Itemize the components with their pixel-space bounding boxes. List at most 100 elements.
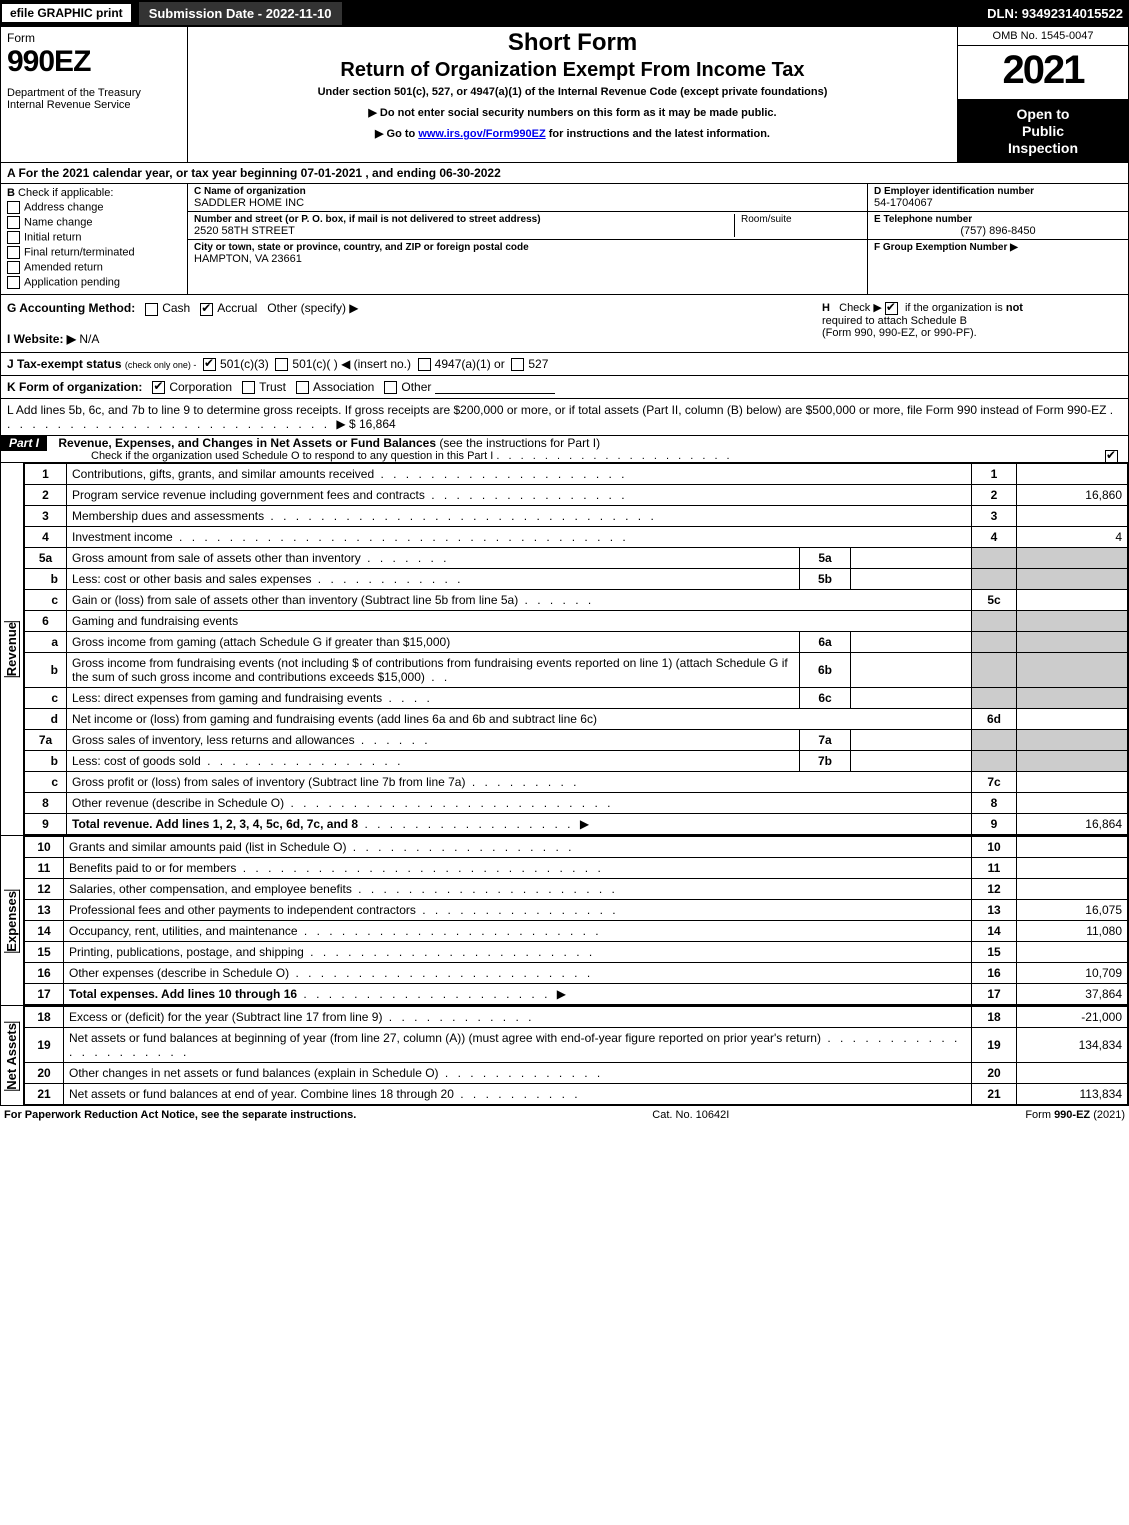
checkbox-cash[interactable] xyxy=(145,303,158,316)
section-bcd: B Check if applicable: Address change Na… xyxy=(1,184,1128,295)
opt-527: 527 xyxy=(528,357,548,371)
line19-amt: 134,834 xyxy=(1017,1028,1128,1063)
line6c-midamt xyxy=(851,688,972,709)
revenue-table: 1Contributions, gifts, grants, and simil… xyxy=(24,463,1128,835)
net-assets-section: Net Assets 18Excess or (deficit) for the… xyxy=(1,1006,1128,1105)
form-ref-num: 990-EZ xyxy=(1054,1109,1090,1121)
line2-desc: Program service revenue including govern… xyxy=(72,488,425,502)
j-label: J Tax-exempt status xyxy=(7,357,122,371)
opt-association: Association xyxy=(313,380,374,394)
checkbox-trust[interactable] xyxy=(242,381,255,394)
goto-prefix: ▶ Go to xyxy=(375,128,418,140)
irs-label: Internal Revenue Service xyxy=(7,99,181,111)
net-assets-table: 18Excess or (deficit) for the year (Subt… xyxy=(24,1006,1128,1105)
row-l-gross-receipts: L Add lines 5b, 6c, and 7b to line 9 to … xyxy=(1,399,1128,436)
final-return-label: Final return/terminated xyxy=(24,247,135,259)
ein-label: D Employer identification number xyxy=(874,186,1122,197)
line-5b: bLess: cost or other basis and sales exp… xyxy=(25,569,1128,590)
line-a-calendar-year: A For the 2021 calendar year, or tax yea… xyxy=(1,163,1128,184)
form-ref-post: (2021) xyxy=(1090,1109,1125,1121)
line-6d: dNet income or (loss) from gaming and fu… xyxy=(25,709,1128,730)
line6b-midamt xyxy=(851,653,972,688)
checkbox-schedule-o-used[interactable] xyxy=(1105,450,1118,463)
checkbox-initial-return[interactable] xyxy=(7,231,20,244)
dln-number: DLN: 93492314015522 xyxy=(987,6,1129,21)
other-org-input[interactable] xyxy=(435,393,555,394)
l-text: L Add lines 5b, 6c, and 7b to line 9 to … xyxy=(7,403,1106,417)
opt-4947: 4947(a)(1) or xyxy=(435,357,505,371)
ssn-warning: ▶ Do not enter social security numbers o… xyxy=(198,106,947,119)
room-suite-label: Room/suite xyxy=(734,214,861,237)
line11-amt xyxy=(1017,858,1128,879)
website-value: N/A xyxy=(79,332,99,346)
line9-desc: Total revenue. Add lines 1, 2, 3, 4, 5c,… xyxy=(72,817,358,831)
line13-amt: 16,075 xyxy=(1017,900,1128,921)
line-6: 6Gaming and fundraising events xyxy=(25,611,1128,632)
line12-desc: Salaries, other compensation, and employ… xyxy=(69,882,352,896)
line8-amt xyxy=(1017,793,1128,814)
line3-amt xyxy=(1017,506,1128,527)
line6c-desc: Less: direct expenses from gaming and fu… xyxy=(72,691,382,705)
efile-print-button[interactable]: efile GRAPHIC print xyxy=(0,2,133,24)
org-name-label: C Name of organization xyxy=(194,186,861,197)
line9-amt: 16,864 xyxy=(1017,814,1128,835)
short-form-title: Short Form xyxy=(198,29,947,57)
line-7a: 7aGross sales of inventory, less returns… xyxy=(25,730,1128,751)
opt-trust: Trust xyxy=(259,380,286,394)
line6a-midamt xyxy=(851,632,972,653)
k-label: K Form of organization: xyxy=(7,380,142,394)
line7b-desc: Less: cost of goods sold xyxy=(72,754,201,768)
irs-link[interactable]: www.irs.gov/Form990EZ xyxy=(418,128,545,140)
checkbox-amended-return[interactable] xyxy=(7,261,20,274)
line-12: 12Salaries, other compensation, and empl… xyxy=(25,879,1128,900)
h-text4: (Form 990, 990-EZ, or 990-PF). xyxy=(822,327,977,339)
line7b-midamt xyxy=(851,751,972,772)
checkbox-application-pending[interactable] xyxy=(7,276,20,289)
phone-label: E Telephone number xyxy=(874,214,1122,225)
line-21: 21Net assets or fund balances at end of … xyxy=(25,1084,1128,1105)
checkbox-501c[interactable] xyxy=(275,358,288,371)
checkbox-other-org[interactable] xyxy=(384,381,397,394)
line15-desc: Printing, publications, postage, and shi… xyxy=(69,945,304,959)
checkbox-schedule-b-not-required[interactable] xyxy=(885,302,898,315)
column-c-org-info: C Name of organization SADDLER HOME INC … xyxy=(188,184,868,294)
checkbox-accrual[interactable] xyxy=(200,303,213,316)
line1-desc: Contributions, gifts, grants, and simila… xyxy=(72,467,374,481)
line-20: 20Other changes in net assets or fund ba… xyxy=(25,1063,1128,1084)
checkbox-name-change[interactable] xyxy=(7,216,20,229)
checkbox-address-change[interactable] xyxy=(7,201,20,214)
line17-amt: 37,864 xyxy=(1017,984,1128,1005)
omb-number: OMB No. 1545-0047 xyxy=(958,27,1128,46)
ein-value: 54-1704067 xyxy=(874,197,1122,209)
netassets-vertical-label: Net Assets xyxy=(4,1022,20,1091)
application-pending-label: Application pending xyxy=(24,277,120,289)
checkbox-4947[interactable] xyxy=(418,358,431,371)
h-not: not xyxy=(1006,302,1023,314)
row-g-h: G Accounting Method: Cash Accrual Other … xyxy=(1,295,1128,352)
h-text3: required to attach Schedule B xyxy=(822,315,967,327)
checkbox-501c3[interactable] xyxy=(203,358,216,371)
checkbox-527[interactable] xyxy=(511,358,524,371)
opt-corporation: Corporation xyxy=(169,380,232,394)
checkbox-final-return[interactable] xyxy=(7,246,20,259)
group-exemption-label: F Group Exemption Number ▶ xyxy=(874,242,1122,253)
row-k-org-form: K Form of organization: Corporation Trus… xyxy=(1,376,1128,399)
row-j-tax-exempt: J Tax-exempt status (check only one) - 5… xyxy=(1,353,1128,376)
checkbox-association[interactable] xyxy=(296,381,309,394)
h-label: H xyxy=(822,302,830,314)
form-number: 990EZ xyxy=(7,45,181,79)
line-7b: bLess: cost of goods sold . . . . . . . … xyxy=(25,751,1128,772)
goto-suffix: for instructions and the latest informat… xyxy=(549,128,770,140)
line6d-desc: Net income or (loss) from gaming and fun… xyxy=(67,709,972,730)
line-10: 10Grants and similar amounts paid (list … xyxy=(25,837,1128,858)
line4-amt: 4 xyxy=(1017,527,1128,548)
open-line2: Public xyxy=(962,123,1124,140)
line21-amt: 113,834 xyxy=(1017,1084,1128,1105)
line-15: 15Printing, publications, postage, and s… xyxy=(25,942,1128,963)
checkbox-corporation[interactable] xyxy=(152,381,165,394)
revenue-vertical-label: Revenue xyxy=(4,621,20,677)
j-sub: (check only one) - xyxy=(125,360,197,370)
line-5a: 5aGross amount from sale of assets other… xyxy=(25,548,1128,569)
form-label: Form xyxy=(7,31,181,45)
column-b-checkboxes: B Check if applicable: Address change Na… xyxy=(1,184,188,294)
